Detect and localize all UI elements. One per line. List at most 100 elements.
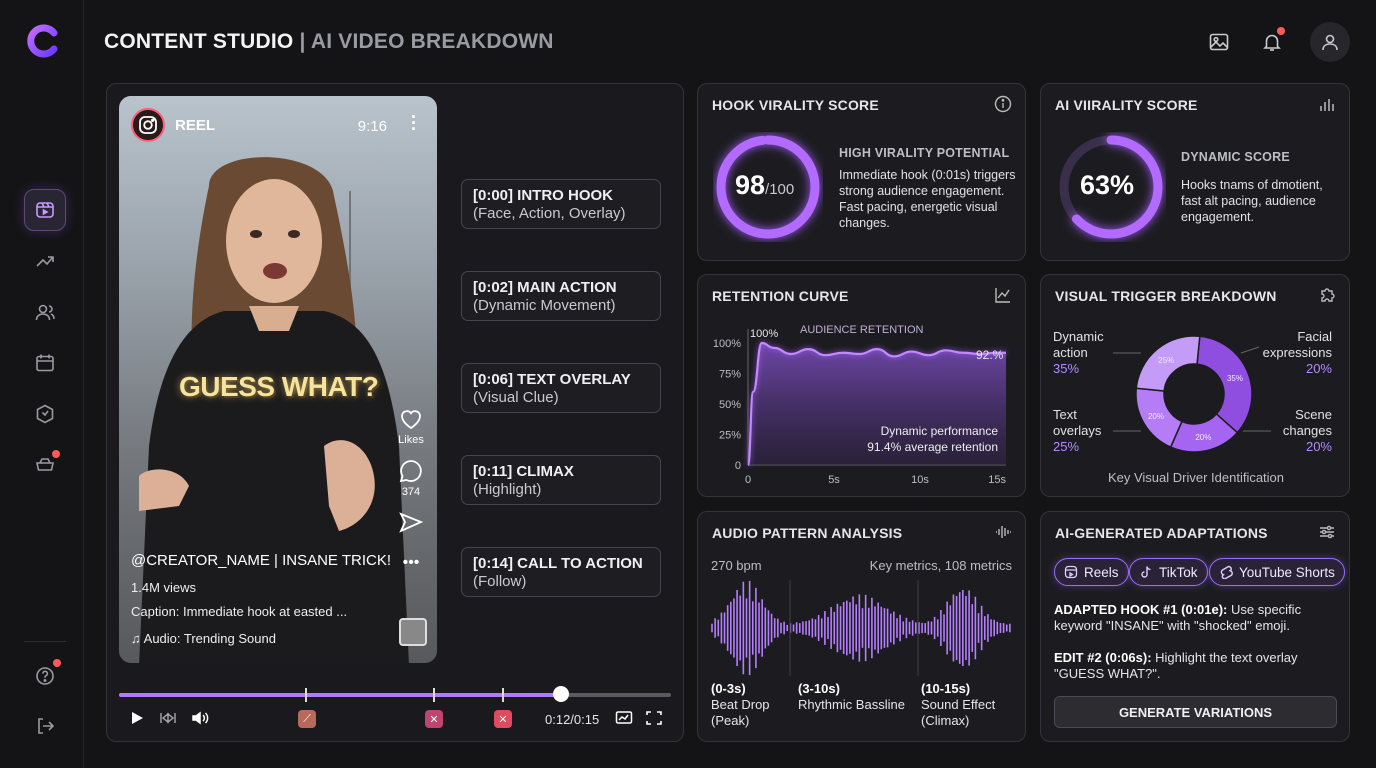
sidebar-item-help[interactable] bbox=[24, 655, 66, 697]
slice-label: 25% bbox=[1158, 356, 1174, 365]
chapter-item[interactable]: [0:02] MAIN ACTION (Dynamic Movement) bbox=[461, 271, 661, 321]
chapter-item[interactable]: [0:00] INTRO HOOK (Face, Action, Overlay… bbox=[461, 179, 661, 229]
x-tick-label: 0 bbox=[745, 474, 751, 486]
fullscreen-button[interactable] bbox=[645, 710, 663, 726]
fullscreen-icon bbox=[646, 711, 662, 725]
chapter-item[interactable]: [0:06] TEXT OVERLAY (Visual Clue) bbox=[461, 363, 661, 413]
leader-line bbox=[1240, 346, 1260, 354]
chapter-title: [0:00] INTRO HOOK bbox=[473, 187, 614, 204]
label-line: action bbox=[1053, 345, 1088, 360]
info-button[interactable] bbox=[993, 94, 1013, 114]
score-heading: HIGH VIRALITY POTENTIAL bbox=[839, 146, 1010, 160]
notifications-button[interactable] bbox=[1258, 27, 1286, 56]
chip-youtube-shorts[interactable]: YouTube Shorts bbox=[1209, 558, 1345, 586]
sidebar-item-assets[interactable] bbox=[24, 393, 66, 435]
chart-button[interactable] bbox=[1317, 94, 1337, 114]
donut-slice[interactable] bbox=[1135, 335, 1201, 392]
audio-segment: (0-3s) Beat Drop (Peak) bbox=[711, 681, 770, 729]
timeline-marker[interactable] bbox=[433, 688, 435, 702]
video-timeline[interactable] bbox=[119, 686, 671, 702]
marker-edit-button[interactable]: ⟋ bbox=[298, 710, 316, 728]
notifications-tray-icon bbox=[36, 458, 54, 471]
box-icon bbox=[36, 404, 54, 424]
chip-label: YouTube Shorts bbox=[1239, 564, 1335, 580]
hook-score-ring bbox=[716, 135, 820, 239]
audio-waveform bbox=[711, 580, 1011, 676]
chip-tiktok[interactable]: TikTok bbox=[1129, 558, 1208, 586]
chapter-item[interactable]: [0:14] CALL TO ACTION (Follow) bbox=[461, 547, 661, 597]
timeline-marker[interactable] bbox=[502, 688, 504, 702]
waveform-button[interactable] bbox=[993, 522, 1013, 542]
marker-remove-button[interactable]: ✕ bbox=[494, 710, 512, 728]
audio-segment: (3-10s) Rhythmic Bassline bbox=[798, 681, 905, 713]
skip-button[interactable] bbox=[159, 710, 177, 726]
visual-trigger-panel: VISUAL TRIGGER BREAKDOWN 35% 20% 20% 25% Dy… bbox=[1040, 274, 1350, 497]
chapter-subtitle: (Visual Clue) bbox=[473, 389, 559, 406]
label-line: changes bbox=[1282, 423, 1332, 438]
sidebar-item-audience[interactable] bbox=[24, 291, 66, 333]
panel-title: VISUAL TRIGGER BREAKDOWN bbox=[1055, 288, 1277, 304]
trigger-label-scene: Scene changes 20% bbox=[1283, 407, 1332, 455]
creator-handle[interactable]: @CREATOR_NAME | INSANE TRICK! bbox=[131, 552, 392, 569]
timeline-marker[interactable] bbox=[305, 688, 307, 702]
y-tick-label: 25% bbox=[719, 430, 741, 442]
timeline-scrubber[interactable] bbox=[552, 686, 569, 702]
sidebar-item-trends[interactable] bbox=[24, 240, 66, 282]
bell-notification-dot bbox=[1277, 27, 1285, 35]
sidebar-item-inbox[interactable] bbox=[24, 444, 66, 486]
audio-line[interactable]: ♫ Audio: Trending Sound bbox=[131, 631, 276, 646]
ai-score-ring bbox=[1059, 135, 1163, 239]
comment-icon[interactable] bbox=[398, 458, 424, 484]
media-button[interactable] bbox=[1205, 28, 1233, 56]
label-pct: 35% bbox=[1053, 361, 1080, 376]
segment-label: Beat Drop bbox=[711, 697, 770, 712]
share-icon[interactable] bbox=[398, 510, 424, 536]
heart-icon[interactable] bbox=[398, 406, 424, 432]
label-pct: 20% bbox=[1305, 439, 1332, 454]
aspect-ratio: 9:16 bbox=[357, 118, 387, 135]
player-controls: ⟋ ✕ ✕ 0:12/0:15 bbox=[119, 708, 671, 732]
chip-reels[interactable]: Reels bbox=[1054, 558, 1129, 586]
page-title-main: CONTENT STUDIO bbox=[104, 30, 294, 53]
chapter-subtitle: (Face, Action, Overlay) bbox=[473, 205, 626, 222]
retention-curve-panel: RETENTION CURVE 0 25% 50% 75% 100% 0 5s 10s 15s… bbox=[697, 274, 1026, 497]
panel-title: HOOK VIRALITY SCORE bbox=[712, 97, 879, 113]
youtube-shorts-icon bbox=[1220, 565, 1233, 579]
user-avatar[interactable] bbox=[1310, 22, 1350, 62]
sidebar-item-calendar[interactable] bbox=[24, 342, 66, 384]
slice-label: 20% bbox=[1195, 433, 1211, 442]
donut-slice[interactable] bbox=[1196, 335, 1253, 434]
adaptations-panel: AI-GENERATED ADAPTATIONS Reels TikTok Yo… bbox=[1040, 511, 1350, 742]
more-dots-icon[interactable]: ••• bbox=[402, 554, 420, 571]
line-chart-button[interactable] bbox=[993, 285, 1013, 305]
audio-thumbnail[interactable] bbox=[399, 618, 427, 646]
settings-button[interactable] bbox=[1317, 285, 1337, 305]
sidebar-item-logout[interactable] bbox=[24, 705, 66, 747]
bell-icon bbox=[1263, 34, 1281, 51]
filters-button[interactable] bbox=[1317, 522, 1337, 542]
chapter-subtitle: (Highlight) bbox=[473, 481, 542, 498]
close-marker-icon: ✕ bbox=[425, 710, 443, 728]
cast-button[interactable] bbox=[615, 710, 633, 726]
play-button[interactable] bbox=[129, 710, 145, 726]
reel-preview[interactable]: REEL 9:16 · · · GUESS WHAT? Likes 374 ••• … bbox=[119, 96, 437, 663]
label-line: Dynamic bbox=[1053, 329, 1104, 344]
volume-button[interactable] bbox=[191, 710, 211, 726]
page-title: CONTENT STUDIO | AI VIDEO BREAKDOWN bbox=[104, 30, 554, 54]
app-logo-icon[interactable] bbox=[26, 24, 60, 58]
marker-remove-button[interactable]: ✕ bbox=[425, 710, 443, 728]
bar-chart-icon bbox=[1320, 99, 1334, 111]
adapted-hook: ADAPTED HOOK #1 (0:01e): Use specific ke… bbox=[1054, 602, 1344, 634]
close-marker-icon: ✕ bbox=[494, 710, 512, 728]
chapter-item[interactable]: [0:11] CLIMAX (Highlight) bbox=[461, 455, 661, 505]
segment-label: Sound Effect bbox=[921, 697, 996, 712]
generate-variations-button[interactable]: GENERATE VARIATIONS bbox=[1054, 696, 1337, 728]
slice-label: 20% bbox=[1148, 412, 1164, 421]
more-options-icon[interactable]: · · · bbox=[411, 107, 417, 139]
chapter-title: [0:06] TEXT OVERLAY bbox=[473, 371, 631, 388]
panel-title: AI VIIRALITY SCORE bbox=[1055, 97, 1198, 113]
sidebar-item-video[interactable] bbox=[24, 189, 66, 231]
chapter-subtitle: (Follow) bbox=[473, 573, 527, 590]
panel-title: AI-GENERATED ADAPTATIONS bbox=[1055, 525, 1268, 541]
performance-note: Dynamic performance bbox=[881, 424, 999, 438]
